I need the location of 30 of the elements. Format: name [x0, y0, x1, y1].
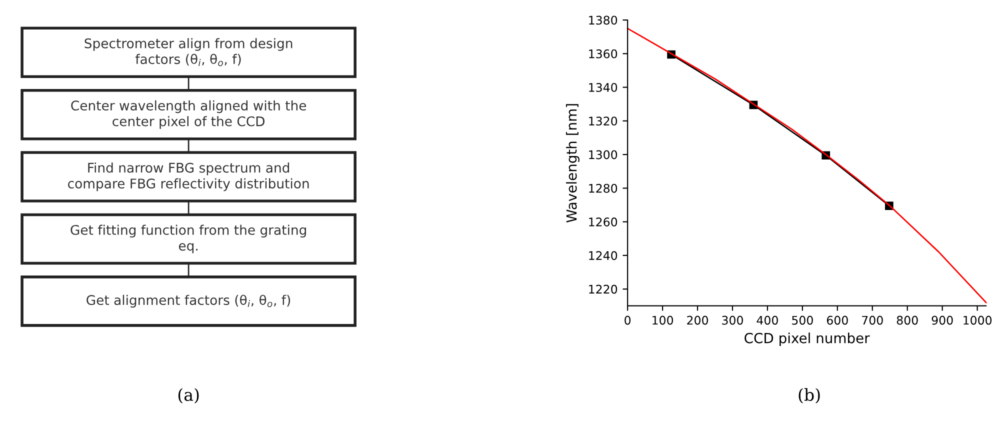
- y-tick-label: 1320: [589, 116, 618, 126]
- y-tick-label: 1240: [589, 251, 618, 260]
- x-tick-label: 600: [826, 316, 848, 325]
- y-tick-label: 1380: [589, 16, 618, 25]
- y-tick-label: 1340: [589, 83, 618, 92]
- text: Get alignment factors (θ$_{i}$, θ$_{o}$, f): [86, 294, 290, 308]
- x-axis-title: CCD pixel number: [744, 332, 870, 346]
- x-tick-label: 200: [687, 316, 708, 325]
- line-series: [626, 28, 987, 304]
- y-tick-label: 1360: [589, 49, 618, 58]
- x-tick-label: 0: [624, 316, 631, 325]
- y-tick-label: 1280: [589, 184, 618, 193]
- text: Spectrometer align from design factors (θ$_{i}$, θ$_{o}$, f): [84, 38, 292, 66]
- x-tick-label: 500: [792, 316, 813, 325]
- x-tick-label: 700: [862, 316, 883, 325]
- y-tick-label: 1260: [589, 218, 618, 226]
- text: Find narrow FBG spectrum and compare FBG reflectivity distribution: [68, 162, 309, 192]
- x-tick-label: 900: [932, 316, 953, 325]
- x-tick-label: 400: [756, 316, 778, 325]
- text: (a): [178, 388, 199, 404]
- x-tick-label: 1000: [964, 316, 992, 325]
- x-tick-label: 800: [896, 316, 918, 325]
- text: Get fitting function from the grating eq.: [70, 224, 306, 254]
- text: (b): [798, 388, 820, 404]
- x-tick-label: 100: [652, 316, 674, 325]
- y-axis-title: Wavelength [nm]: [566, 104, 580, 222]
- y-tick-label: 1300: [589, 150, 618, 160]
- y-tick-label: 1220: [589, 284, 618, 294]
- x-tick-label: 300: [722, 316, 743, 325]
- text: Center wavelength aligned with the center pixel of the CCD: [71, 100, 306, 129]
